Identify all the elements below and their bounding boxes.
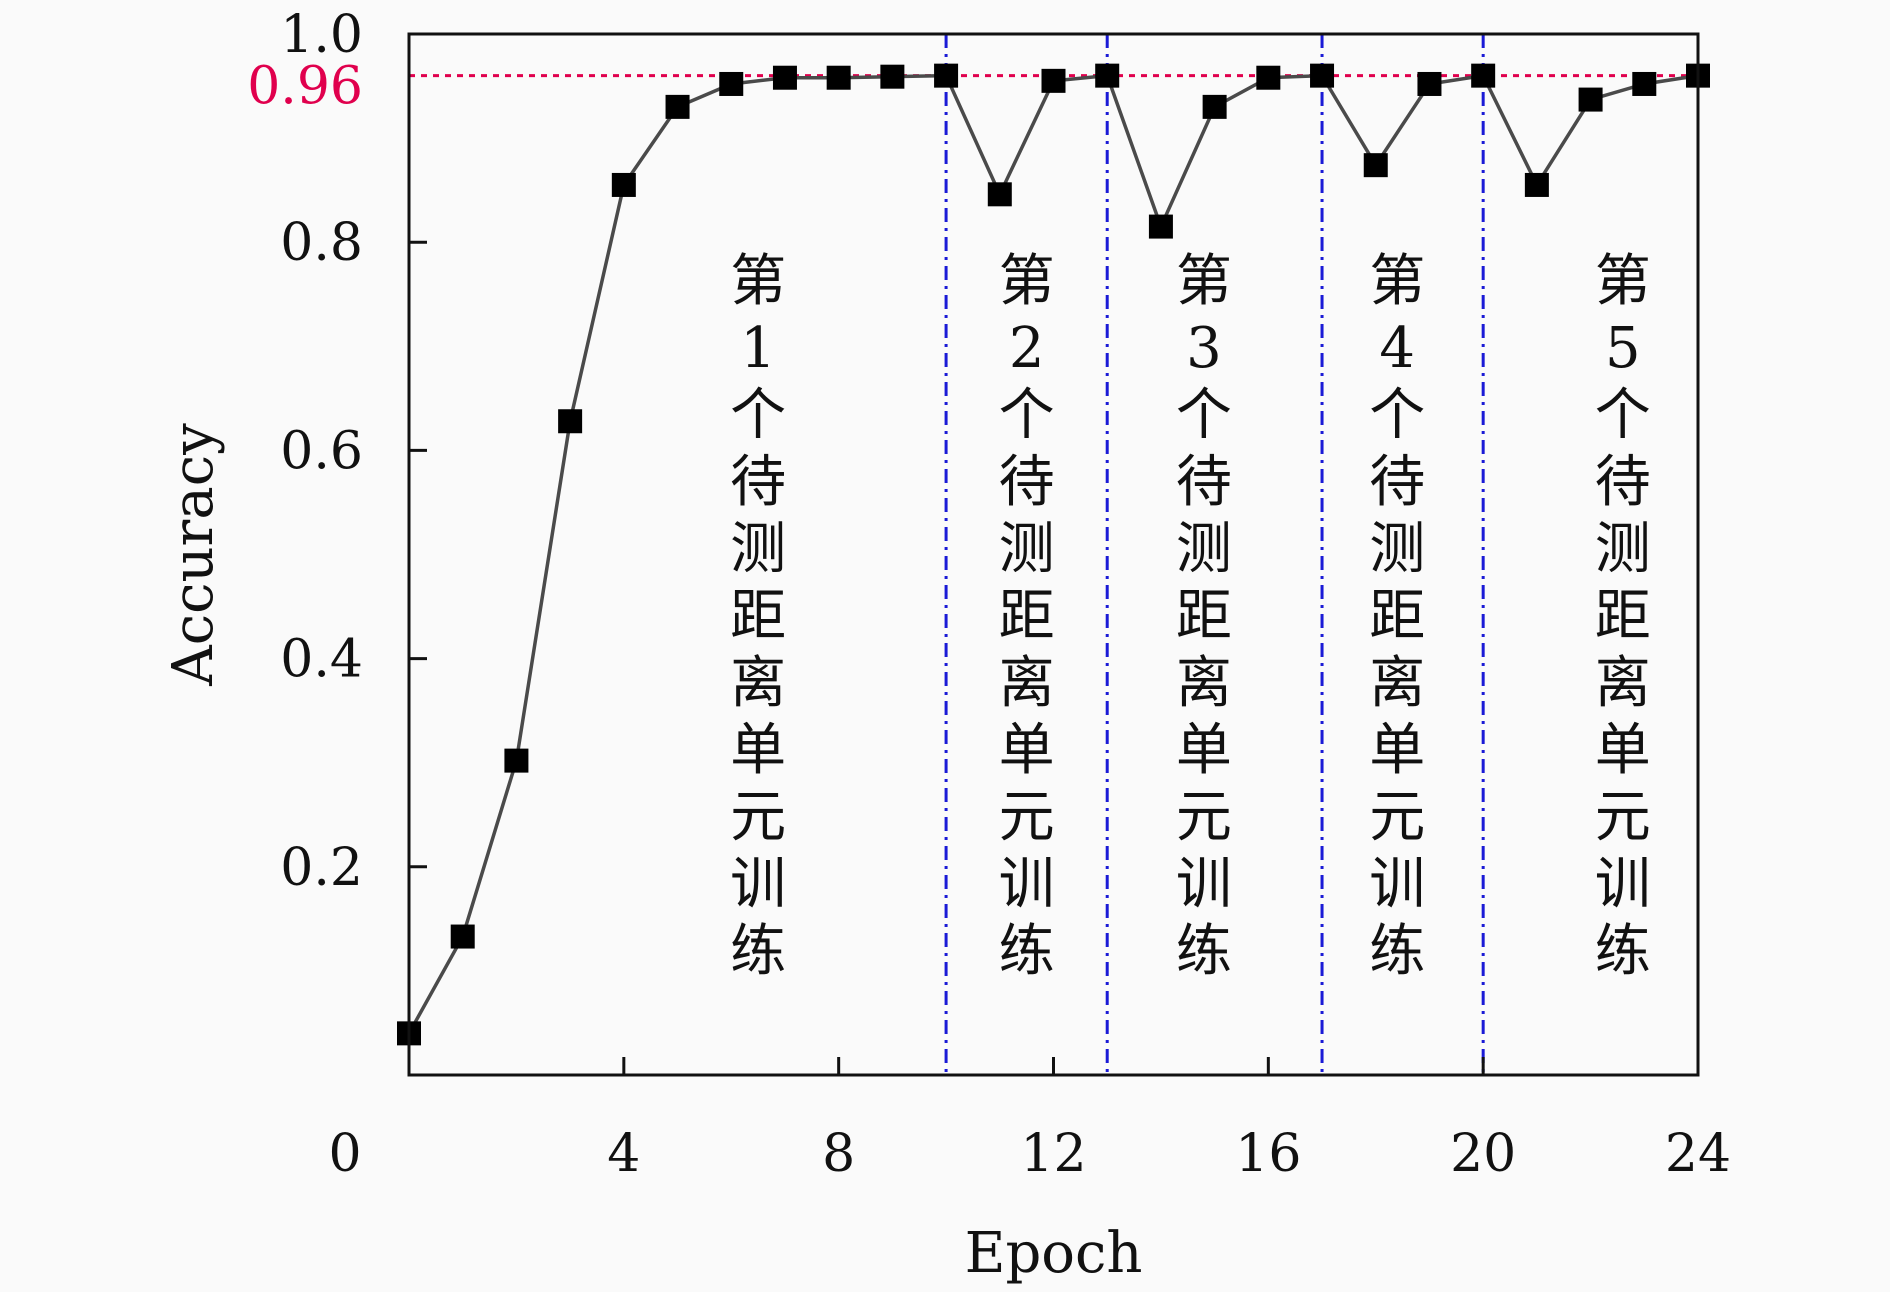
x-tick-label: 24 xyxy=(1665,1124,1731,1184)
y-tick-label: 0.6 xyxy=(280,421,363,481)
section-label-char: 2 xyxy=(1009,316,1045,381)
section-label-char: 第 xyxy=(1176,249,1232,314)
section-label-char: 第 xyxy=(1595,249,1651,314)
section-label-char: 距 xyxy=(999,584,1055,649)
section-label-char: 练 xyxy=(730,919,786,984)
data-point-marker xyxy=(1148,214,1173,239)
data-point-marker xyxy=(934,63,959,88)
data-point-marker xyxy=(1632,71,1657,96)
section-label-char: 元 xyxy=(730,785,786,850)
y-tick-label: 0.2 xyxy=(280,838,363,898)
section-label-char: 训 xyxy=(1595,852,1651,917)
section-label-char: 单 xyxy=(999,718,1055,783)
data-point-marker xyxy=(1524,172,1549,197)
section-label-char: 个 xyxy=(1595,383,1651,448)
y-axis-title: Accuracy xyxy=(161,423,226,687)
x-tick-label: 8 xyxy=(822,1124,855,1184)
data-point-marker xyxy=(504,748,529,773)
section-label-char: 个 xyxy=(1369,383,1425,448)
y-tick-label: 0.8 xyxy=(280,213,363,273)
section-label-char: 单 xyxy=(1176,718,1232,783)
section-label-char: 3 xyxy=(1186,316,1222,381)
y-tick-label: 0.4 xyxy=(280,630,363,690)
data-point-marker xyxy=(1417,71,1442,96)
data-point-marker xyxy=(1310,63,1335,88)
section-label-char: 离 xyxy=(1369,651,1425,716)
x-tick-label: 16 xyxy=(1235,1124,1301,1184)
data-point-marker xyxy=(772,65,797,90)
section-label-char: 待 xyxy=(1595,450,1651,515)
section-label-char: 单 xyxy=(1595,718,1651,783)
data-point-marker xyxy=(987,182,1012,207)
data-point-marker xyxy=(1578,87,1603,112)
section-label-char: 第 xyxy=(730,249,786,314)
section-label-char: 测 xyxy=(1176,517,1232,582)
data-point-marker xyxy=(450,924,475,949)
section-label-char: 单 xyxy=(1369,718,1425,783)
data-point-marker xyxy=(1095,63,1120,88)
section-label-char: 离 xyxy=(1176,651,1232,716)
section-label-char: 测 xyxy=(1369,517,1425,582)
data-point-marker xyxy=(719,71,744,96)
section-label-char: 训 xyxy=(1176,852,1232,917)
section-label-char: 个 xyxy=(1176,383,1232,448)
x-axis-title: Epoch xyxy=(965,1221,1143,1286)
data-point-marker xyxy=(558,409,583,434)
section-label-char: 第 xyxy=(1369,249,1425,314)
section-label-char: 1 xyxy=(740,316,776,381)
section-label-char: 练 xyxy=(999,919,1055,984)
reference-line-label: 0.96 xyxy=(247,57,363,117)
reference-line-group: 0.96 xyxy=(247,57,1698,117)
section-label-char: 测 xyxy=(999,517,1055,582)
section-label-char: 4 xyxy=(1379,316,1415,381)
section-label-char: 练 xyxy=(1176,919,1232,984)
section-label-char: 元 xyxy=(1369,785,1425,850)
section-label-char: 待 xyxy=(999,450,1055,515)
section-labels: 第1个待测距离单元训练第2个待测距离单元训练第3个待测距离单元训练第4个待测距离… xyxy=(730,249,1651,984)
section-label-char: 个 xyxy=(999,383,1055,448)
x-axis: 0 4 8 12 16 20 24 xyxy=(328,1057,1731,1184)
section-label-char: 训 xyxy=(1369,852,1425,917)
x-tick-label: 0 xyxy=(328,1124,361,1184)
section-label-char: 单 xyxy=(730,718,786,783)
section-label-char: 元 xyxy=(1176,785,1232,850)
section-label-char: 练 xyxy=(1369,919,1425,984)
data-point-marker xyxy=(1202,94,1227,119)
data-point-marker xyxy=(880,64,905,89)
section-label-char: 元 xyxy=(1595,785,1651,850)
section-label-char: 训 xyxy=(730,852,786,917)
section-label-char: 待 xyxy=(730,450,786,515)
data-point-marker xyxy=(1363,153,1388,178)
section-label-char: 个 xyxy=(730,383,786,448)
section-label-char: 训 xyxy=(999,852,1055,917)
section-label-char: 元 xyxy=(999,785,1055,850)
section-label-char: 距 xyxy=(1369,584,1425,649)
section-label-char: 待 xyxy=(1176,450,1232,515)
section-label-char: 离 xyxy=(1595,651,1651,716)
section-label-char: 练 xyxy=(1595,919,1651,984)
y-axis: 0.2 0.4 0.6 0.8 1.0 xyxy=(280,5,427,898)
section-label-char: 距 xyxy=(1595,584,1651,649)
section-label-char: 距 xyxy=(730,584,786,649)
section-label-char: 测 xyxy=(730,517,786,582)
section-label-char: 测 xyxy=(1595,517,1651,582)
data-point-marker xyxy=(1256,65,1281,90)
y-tick-label: 1.0 xyxy=(280,5,363,65)
section-label-char: 5 xyxy=(1605,316,1641,381)
x-tick-label: 4 xyxy=(607,1124,640,1184)
section-label-char: 离 xyxy=(730,651,786,716)
x-tick-label: 20 xyxy=(1450,1124,1516,1184)
section-label-char: 距 xyxy=(1176,584,1232,649)
section-label-char: 第 xyxy=(999,249,1055,314)
data-point-marker xyxy=(1471,63,1496,88)
data-point-marker xyxy=(1041,68,1066,93)
x-tick-label: 12 xyxy=(1020,1124,1086,1184)
data-point-marker xyxy=(611,172,636,197)
data-point-marker xyxy=(665,94,690,119)
section-label-char: 待 xyxy=(1369,450,1425,515)
section-label-char: 离 xyxy=(999,651,1055,716)
data-point-marker xyxy=(826,65,851,90)
